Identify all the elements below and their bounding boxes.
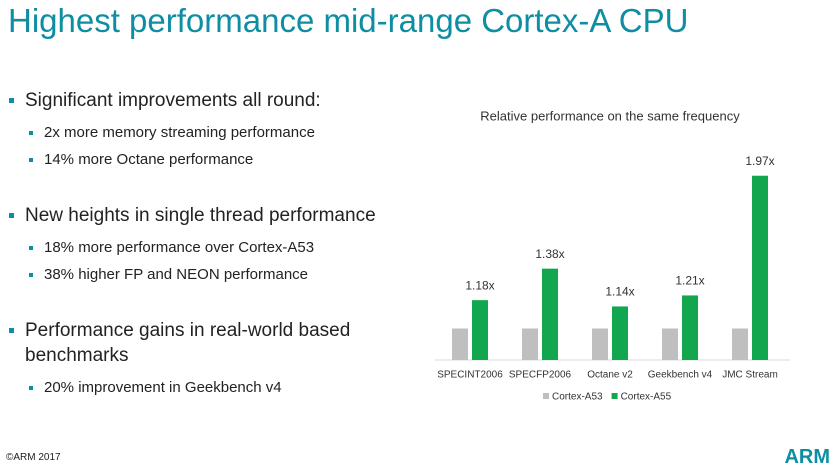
x-tick-label: SPECFP2006 <box>509 370 572 381</box>
x-tick-label: Octane v2 <box>587 370 633 381</box>
bar <box>452 328 468 360</box>
footer: ©ARM 2017 <box>6 452 61 463</box>
bar <box>662 328 678 360</box>
sub-bullet: 20% improvement in Geekbench v4 <box>28 374 408 401</box>
bullet-group: Significant improvements all round: 2x mo… <box>8 88 408 173</box>
value-label: 1.21x <box>675 274 704 288</box>
value-label: 1.97x <box>745 154 774 168</box>
value-label: 1.38x <box>535 247 564 261</box>
bullet: Performance gains in real-world based be… <box>8 318 408 368</box>
value-label: 1.14x <box>605 285 634 299</box>
x-tick-label: JMC Stream <box>722 370 778 381</box>
legend-label: Cortex-A53 <box>552 392 603 403</box>
bar <box>522 328 538 360</box>
logo: ARM <box>784 446 830 468</box>
slide-title: Highest performance mid-range Cortex-A C… <box>8 2 689 39</box>
bullet: New heights in single thread performance <box>8 203 408 228</box>
bullet-group: Performance gains in real-world based be… <box>8 318 408 401</box>
value-label: 1.18x <box>465 278 494 292</box>
chart: Relative performance on the same frequen… <box>435 108 790 403</box>
bar <box>472 300 488 360</box>
sub-bullet: 38% higher FP and NEON performance <box>28 261 408 288</box>
sub-bullet: 14% more Octane performance <box>28 146 408 173</box>
legend-label: Cortex-A55 <box>621 392 672 403</box>
legend-swatch <box>543 393 549 399</box>
bar <box>732 328 748 360</box>
bullet-group: New heights in single thread performance… <box>8 203 408 288</box>
bullet: Significant improvements all round: <box>8 88 408 113</box>
bar <box>542 268 558 360</box>
bar <box>612 306 628 360</box>
x-tick-label: SPECINT2006 <box>437 370 503 381</box>
bar <box>752 175 768 360</box>
legend-swatch <box>611 393 618 399</box>
chart-title: Relative performance on the same frequen… <box>480 108 740 123</box>
x-tick-label: Geekbench v4 <box>648 370 713 381</box>
bullet-list: Significant improvements all round: 2x mo… <box>8 88 408 431</box>
bar <box>682 295 698 360</box>
sub-bullet: 18% more performance over Cortex-A53 <box>28 234 408 261</box>
sub-bullet: 2x more memory streaming performance <box>28 119 408 146</box>
bar <box>592 328 608 360</box>
